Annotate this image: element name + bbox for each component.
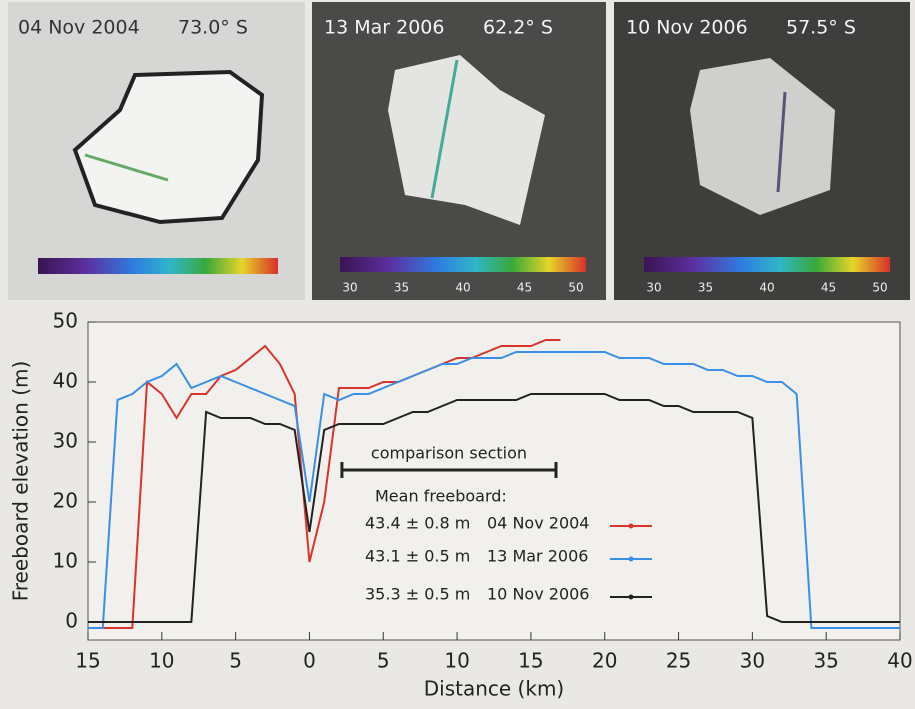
legend-marker <box>628 523 634 529</box>
panel-date: 13 Mar 2006 <box>324 17 444 39</box>
colorbar-tick-label: 40 <box>759 281 774 295</box>
series-line <box>88 393 900 623</box>
colorbar-tick-label: 45 <box>821 281 836 295</box>
y-tick-label: 20 <box>53 489 78 513</box>
colorbar-tick-label: 40 <box>455 281 470 295</box>
x-tick-label: 5 <box>377 649 390 673</box>
x-tick-label: 35 <box>813 649 838 673</box>
x-tick-label: 5 <box>229 649 242 673</box>
legend-label: 10 Nov 2006 <box>487 585 589 604</box>
colorbar-tick-label: 30 <box>342 281 357 295</box>
legend-stats: 43.1 ± 0.5 m <box>365 547 470 566</box>
x-tick-label: 30 <box>740 649 765 673</box>
image-panel: 13 Mar 2006 62.2° S <box>312 2 606 300</box>
x-tick-label: 10 <box>149 649 174 673</box>
legend-label: 13 Mar 2006 <box>487 547 588 566</box>
x-tick-label: 15 <box>75 649 100 673</box>
x-tick-label: 20 <box>592 649 617 673</box>
series-line <box>88 351 900 629</box>
iceberg <box>690 58 835 215</box>
x-tick-label: 40 <box>887 649 912 673</box>
colorbar-tick-label: 30 <box>646 281 661 295</box>
comparison-label: comparison section <box>371 444 527 463</box>
x-tick-label: 0 <box>303 649 316 673</box>
y-axis-title: Freeboard elevation (m) <box>9 361 33 602</box>
colorbar-tick-label: 50 <box>568 281 583 295</box>
legend-marker <box>628 594 634 600</box>
x-tick-label: 25 <box>666 649 691 673</box>
iceberg <box>388 55 545 225</box>
colorbar-tick-label: 45 <box>517 281 532 295</box>
y-tick-label: 10 <box>53 549 78 573</box>
x-axis-title: Distance (km) <box>424 677 564 701</box>
y-tick-label: 30 <box>53 429 78 453</box>
panel-latitude: 62.2° S <box>483 17 553 39</box>
y-tick-label: 0 <box>65 609 78 633</box>
colorbar-tick-label: 50 <box>872 281 887 295</box>
y-tick-label: 50 <box>53 309 78 333</box>
panel-latitude: 73.0° S <box>178 17 248 39</box>
legend-stats: 43.4 ± 0.8 m <box>365 514 470 533</box>
panel-date: 04 Nov 2004 <box>18 17 140 39</box>
legend-label: 04 Nov 2004 <box>487 514 589 533</box>
iceberg <box>72 69 265 225</box>
colorbar-tick-label: 35 <box>394 281 409 295</box>
colorbar <box>340 257 586 272</box>
image-panel: 04 Nov 2004 73.0° S <box>8 2 305 300</box>
x-tick-label: 10 <box>444 649 469 673</box>
legend-stats: 35.3 ± 0.5 m <box>365 585 470 604</box>
transect <box>776 91 787 193</box>
legend-marker <box>628 556 634 562</box>
x-tick-label: 15 <box>518 649 543 673</box>
colorbar-tick-label: 35 <box>698 281 713 295</box>
transect <box>84 153 169 182</box>
image-panel: 10 Nov 2006 57.5° S <box>614 2 910 300</box>
series-line <box>88 339 561 629</box>
panel-latitude: 57.5° S <box>786 17 856 39</box>
transect <box>430 59 459 199</box>
panel-date: 10 Nov 2006 <box>626 17 748 39</box>
y-tick-label: 40 <box>53 369 78 393</box>
colorbar <box>38 258 278 274</box>
colorbar <box>644 257 890 272</box>
legend-title: Mean freeboard: <box>375 487 507 506</box>
